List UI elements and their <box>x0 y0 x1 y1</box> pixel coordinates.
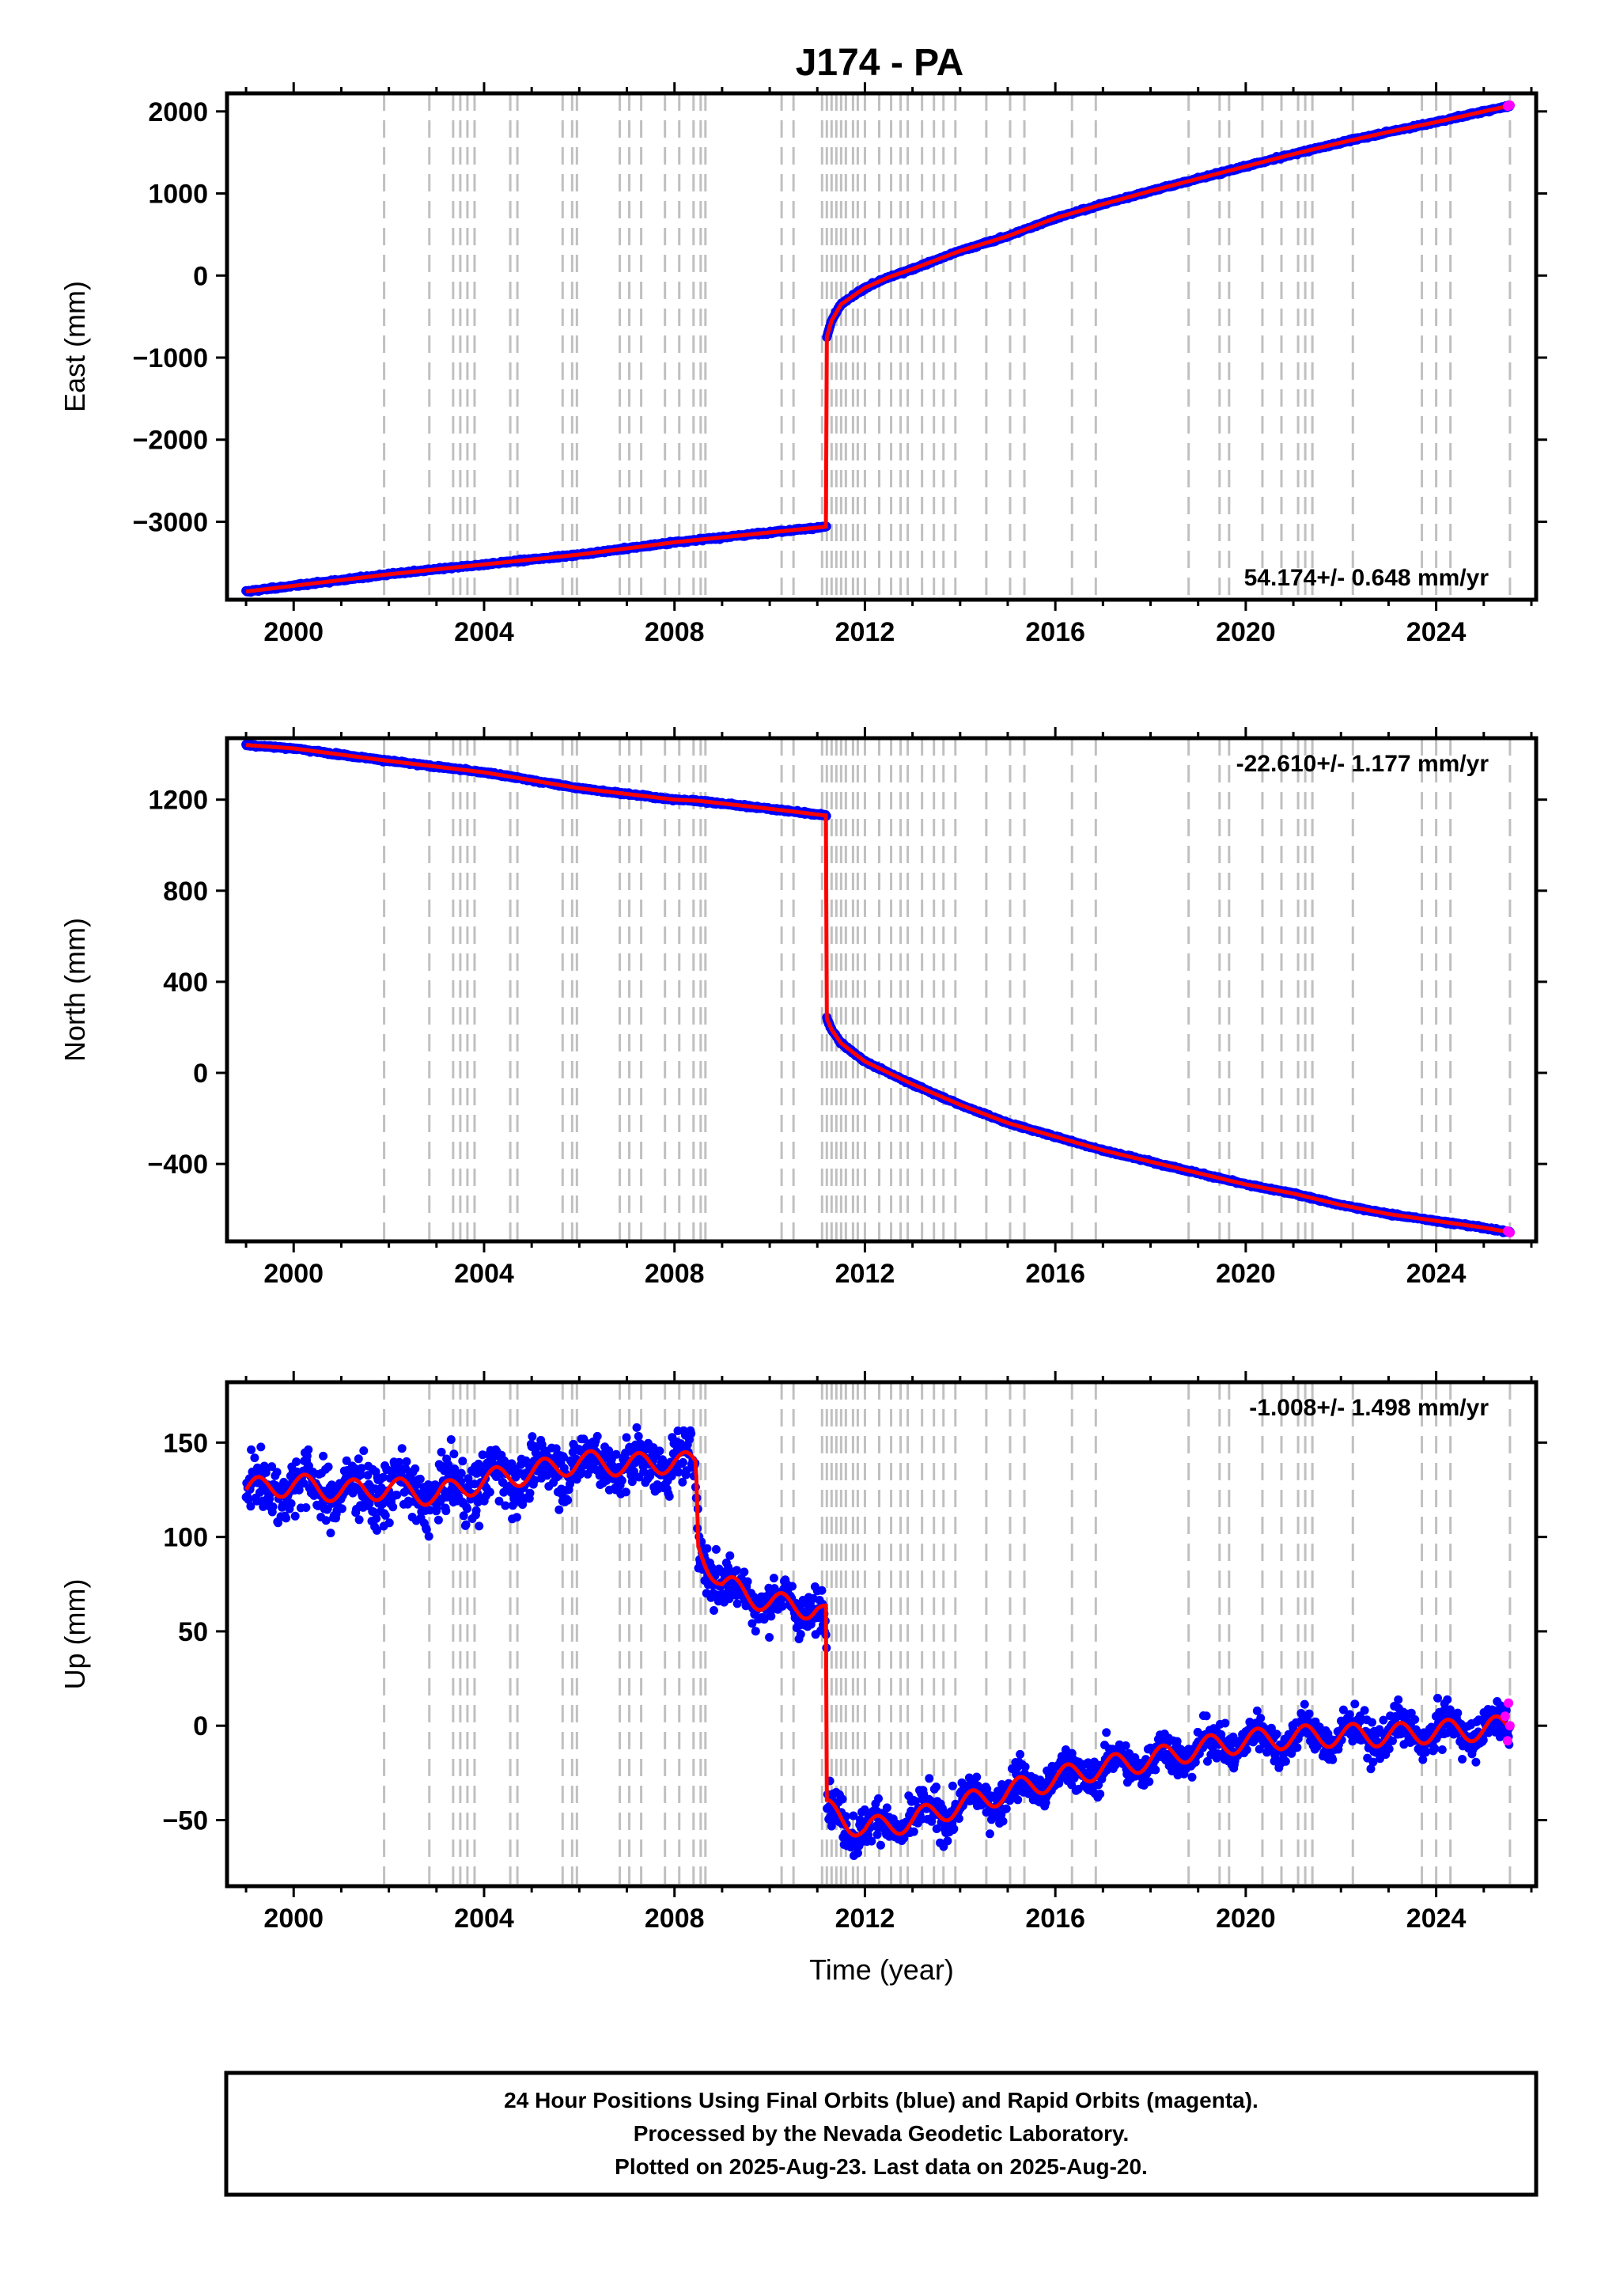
y-tick-label: 400 <box>163 968 208 998</box>
x-tick-label: 2000 <box>263 617 324 647</box>
plot-frame <box>225 1380 1539 1889</box>
y-tick-label: 0 <box>193 1711 208 1741</box>
x-tick-label: 2024 <box>1406 1259 1467 1289</box>
up-panel: 2000 2004 2008 2012 2016 2020 2024 −50 0 50 100 150… <box>59 1371 1547 1986</box>
y-tick-label: 50 <box>178 1617 208 1647</box>
x-tick-label: 2004 <box>454 1259 514 1289</box>
x-tick-label: 2000 <box>263 1259 324 1289</box>
footer-box: 24 Hour Positions Using Final Orbits (bl… <box>224 2071 1539 2197</box>
figure-title: J174 - PA <box>796 42 964 84</box>
x-tick-label: 2012 <box>835 617 895 647</box>
x-tick-label: 2016 <box>1025 1904 1085 1934</box>
y-axis-title: East (mm) <box>59 281 91 412</box>
rapid-point <box>1504 1721 1515 1731</box>
model-line <box>245 743 1510 1234</box>
x-tick-label: 2012 <box>835 1259 895 1289</box>
x-tick-label: 2000 <box>263 1904 324 1934</box>
y-tick-label: 150 <box>163 1428 208 1458</box>
y-tick-label: −3000 <box>133 507 209 537</box>
data-points-final <box>241 1423 1514 1860</box>
footer-line-1: 24 Hour Positions Using Final Orbits (bl… <box>504 2088 1258 2112</box>
rapid-point <box>1502 1736 1512 1746</box>
x-tick-label: 2012 <box>835 1904 895 1934</box>
x-tick-label: 2008 <box>645 1259 705 1289</box>
y-axis-title: North (mm) <box>59 918 91 1062</box>
model-line <box>245 104 1510 594</box>
rapid-point <box>1504 1228 1515 1238</box>
y-tick-label: −2000 <box>133 426 209 456</box>
plot-frame <box>225 91 1539 602</box>
y-tick-label: 0 <box>193 1059 208 1089</box>
east-panel: 2000 2004 2008 2012 2016 2020 2024 −3000 −2000 −1… <box>59 82 1547 647</box>
x-tick-label: 2008 <box>645 1904 705 1934</box>
y-tick-label: 100 <box>163 1523 208 1553</box>
x-tick-label: 2024 <box>1406 617 1467 647</box>
footer-line-2: Processed by the Nevada Geodetic Laborat… <box>634 2121 1130 2146</box>
velocity-label: -22.610+/- 1.177 mm/yr <box>1236 751 1489 777</box>
rapid-point <box>1504 100 1515 111</box>
y-tick-label: −1000 <box>133 343 209 373</box>
x-tick-label: 2004 <box>454 617 514 647</box>
plot-frame <box>225 736 1539 1244</box>
y-tick-label: 0 <box>193 261 208 291</box>
x-tick-label: 2016 <box>1025 1259 1085 1289</box>
y-tick-label: −50 <box>162 1805 208 1836</box>
x-tick-label: 2020 <box>1216 1259 1276 1289</box>
footer-line-3: Plotted on 2025-Aug-23. Last data on 202… <box>615 2154 1148 2179</box>
y-tick-label: 1000 <box>148 180 208 210</box>
x-tick-label: 2016 <box>1025 617 1085 647</box>
x-tick-label: 2024 <box>1406 1904 1467 1934</box>
plot-area <box>241 738 1515 1241</box>
footer-frame <box>224 2071 1539 2197</box>
plot-area <box>241 93 1515 600</box>
x-tick-label: 2008 <box>645 617 705 647</box>
x-tick-label: 2020 <box>1216 617 1276 647</box>
x-axis-title: Time (year) <box>809 1953 954 1986</box>
velocity-label: 54.174+/- 0.648 mm/yr <box>1244 565 1489 591</box>
y-tick-label: 2000 <box>148 97 208 127</box>
x-tick-label: 2004 <box>454 1904 514 1934</box>
y-axis-title: Up (mm) <box>59 1579 91 1690</box>
rapid-point <box>1500 1711 1510 1722</box>
model-line <box>244 1449 1512 1838</box>
y-tick-label: −400 <box>147 1150 208 1180</box>
north-panel: 2000 2004 2008 2012 2016 2020 2024 −400 0 400 800 1… <box>59 727 1547 1289</box>
y-tick-label: 1200 <box>148 786 208 816</box>
velocity-label: -1.008+/- 1.498 mm/yr <box>1249 1395 1489 1421</box>
y-tick-label: 800 <box>163 877 208 907</box>
x-tick-label: 2020 <box>1216 1904 1276 1934</box>
rapid-point <box>1504 1698 1514 1708</box>
plot-area <box>241 1382 1515 1886</box>
